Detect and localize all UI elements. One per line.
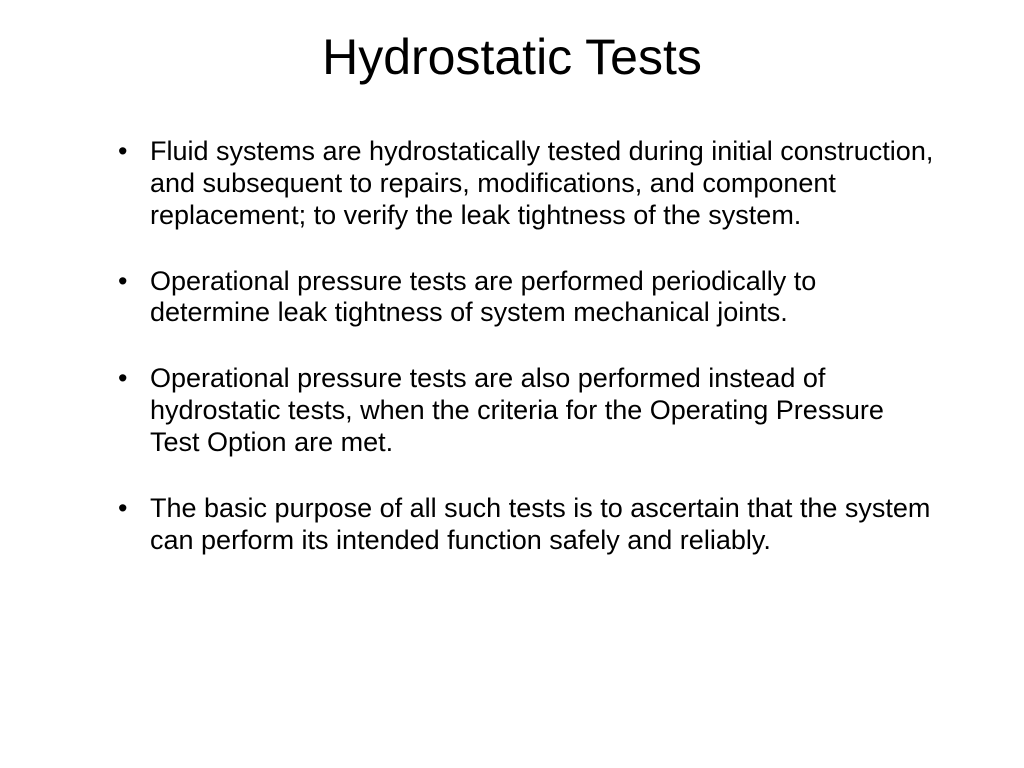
bullet-item: The basic purpose of all such tests is t… — [118, 493, 934, 557]
bullet-item: Operational pressure tests are also perf… — [118, 363, 934, 459]
bullet-list: Fluid systems are hydrostatically tested… — [90, 136, 934, 557]
bullet-item: Operational pressure tests are performed… — [118, 266, 934, 330]
slide-container: Hydrostatic Tests Fluid systems are hydr… — [0, 0, 1024, 768]
slide-title: Hydrostatic Tests — [90, 28, 934, 86]
bullet-item: Fluid systems are hydrostatically tested… — [118, 136, 934, 232]
